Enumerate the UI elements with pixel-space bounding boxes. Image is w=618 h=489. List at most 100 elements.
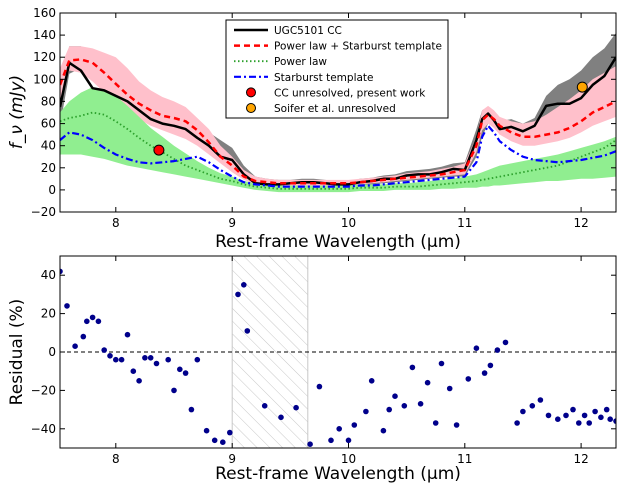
residual-point bbox=[72, 343, 78, 350]
bottom-x-axis-label: Rest-frame Wavelength (μm) bbox=[215, 464, 461, 484]
residual-point bbox=[351, 422, 358, 428]
top-plot-frame bbox=[59, 12, 617, 213]
residual-point bbox=[514, 420, 520, 426]
legend-label-5: Soifer et al. unresolved bbox=[274, 103, 396, 115]
residual-point bbox=[153, 360, 160, 367]
residual-point bbox=[89, 314, 96, 321]
y-tick-label: 100 bbox=[33, 72, 56, 86]
legend-box bbox=[225, 19, 449, 119]
residual-point bbox=[142, 355, 148, 361]
residual-point bbox=[409, 364, 416, 371]
x-tick-label: 11 bbox=[457, 216, 472, 230]
residual-point bbox=[586, 420, 592, 426]
residual-point bbox=[293, 404, 299, 411]
residual-point bbox=[188, 406, 195, 413]
legend-label-0: UGC5101 CC bbox=[274, 25, 342, 37]
residual-point bbox=[124, 331, 131, 338]
x-tick-label: 12 bbox=[573, 452, 588, 466]
y-tick-label: 0 bbox=[48, 345, 56, 359]
residual-point bbox=[60, 268, 63, 275]
legend-label-1: Power law + Starburst template bbox=[274, 41, 442, 53]
residual-point bbox=[487, 362, 494, 369]
residual-point bbox=[363, 408, 369, 415]
uncertainty-band-2 bbox=[60, 87, 616, 193]
residual-point bbox=[194, 356, 201, 363]
residual-point bbox=[241, 282, 247, 288]
residual-point bbox=[336, 426, 343, 432]
photometry-point-1 bbox=[576, 81, 588, 93]
x-tick-label: 10 bbox=[341, 216, 356, 230]
x-tick-label: 9 bbox=[228, 452, 236, 466]
residual-point bbox=[438, 360, 445, 367]
residual-points bbox=[60, 268, 616, 448]
residual-point bbox=[581, 412, 588, 419]
residual-point bbox=[537, 397, 544, 403]
residual-point bbox=[380, 427, 387, 434]
residual-point bbox=[592, 408, 598, 415]
residual-point bbox=[345, 437, 352, 444]
top-x-axis-label: Rest-frame Wavelength (μm) bbox=[215, 232, 461, 252]
residual-point bbox=[386, 406, 393, 413]
residual-point bbox=[136, 378, 142, 384]
residual-point bbox=[417, 401, 424, 407]
residual-point bbox=[473, 345, 480, 352]
residual-point bbox=[563, 412, 569, 419]
y-tick-label: 20 bbox=[41, 161, 56, 175]
residual-point bbox=[502, 339, 509, 346]
residual-point bbox=[613, 418, 616, 424]
residual-point bbox=[401, 403, 408, 409]
residual-point bbox=[316, 383, 323, 390]
y-tick-label: −20 bbox=[31, 205, 56, 219]
top-panel: 8 9 10 11 12 −20 0 20 40 60 80 100 120 140 160 Rest-f… bbox=[7, 6, 617, 252]
residual-point bbox=[481, 370, 488, 376]
residual-point bbox=[555, 416, 561, 423]
residual-point bbox=[235, 291, 241, 298]
x-tick-label: 12 bbox=[573, 216, 588, 230]
residual-point bbox=[494, 347, 501, 353]
y-tick-label: 40 bbox=[41, 139, 56, 153]
uncertainty-band-1 bbox=[60, 46, 616, 186]
series-line-2 bbox=[60, 111, 616, 190]
residual-point bbox=[368, 378, 375, 384]
residual-point bbox=[446, 385, 453, 392]
residual-point bbox=[182, 370, 189, 376]
residual-point bbox=[607, 416, 613, 423]
residual-point bbox=[101, 347, 107, 353]
residual-point bbox=[520, 408, 526, 415]
residual-point bbox=[64, 303, 70, 309]
y-tick-label: 60 bbox=[41, 117, 56, 131]
residual-point bbox=[130, 368, 137, 375]
residual-point bbox=[220, 439, 226, 446]
photometry-point-0 bbox=[153, 144, 165, 156]
residual-point bbox=[84, 318, 90, 325]
legend-label-4: CC unresolved, present work bbox=[274, 87, 426, 99]
residual-point bbox=[95, 318, 102, 325]
y-tick-label: 80 bbox=[41, 94, 56, 108]
residual-point bbox=[453, 422, 460, 428]
y-tick-label: −20 bbox=[31, 383, 56, 397]
series-line-3 bbox=[60, 124, 616, 188]
legend: UGC5101 CC Power law + Starburst template… bbox=[225, 19, 449, 119]
residual-point bbox=[432, 420, 439, 426]
x-tick-label: 9 bbox=[228, 216, 236, 230]
legend-label-3: Starburst template bbox=[274, 72, 374, 84]
y-tick-label: 0 bbox=[48, 183, 56, 197]
x-tick-label: 8 bbox=[112, 452, 120, 466]
y-tick-label: 20 bbox=[41, 307, 56, 321]
residual-point bbox=[465, 376, 472, 382]
top-xticks: 8 9 10 11 12 bbox=[112, 13, 589, 230]
residual-point bbox=[576, 420, 582, 426]
series-line-0 bbox=[60, 56, 616, 186]
residual-point bbox=[603, 406, 610, 413]
residual-point bbox=[244, 328, 251, 334]
legend-marker-5 bbox=[246, 103, 256, 113]
residual-point bbox=[107, 353, 113, 359]
residual-point bbox=[570, 406, 576, 413]
residual-point bbox=[424, 379, 431, 386]
legend-marker-4 bbox=[246, 87, 256, 98]
bottom-xticks: 8 9 10 11 12 bbox=[112, 256, 589, 466]
top-lines bbox=[60, 56, 616, 190]
bottom-yticks: −40 −20 0 20 40 bbox=[31, 268, 616, 436]
residual-point bbox=[307, 441, 313, 448]
